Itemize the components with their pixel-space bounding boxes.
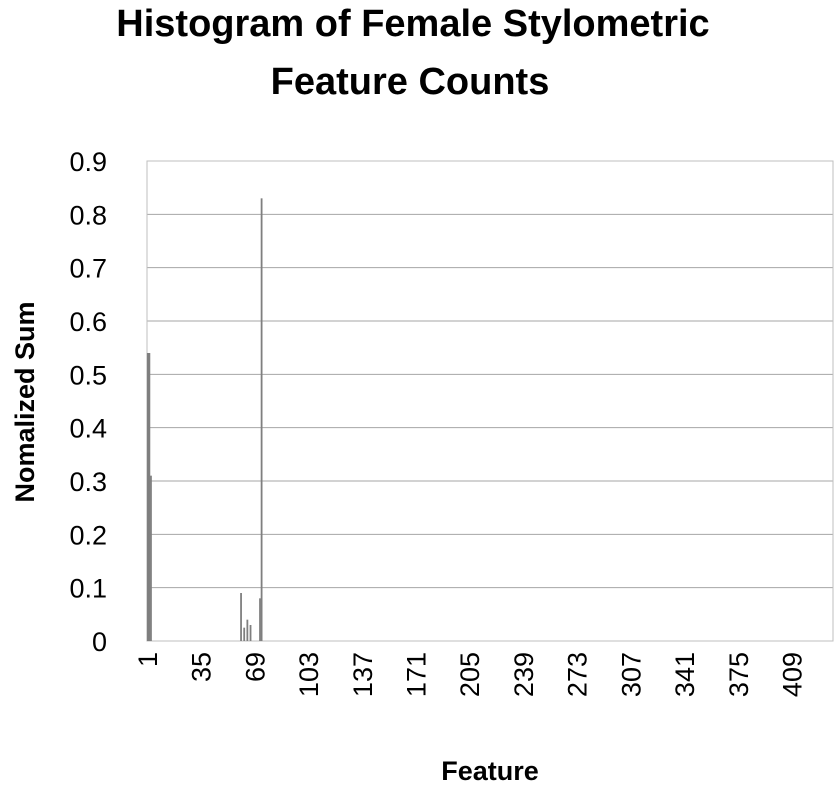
x-tick-label: 35 — [187, 652, 217, 682]
y-tick-label: 0.5 — [69, 360, 107, 390]
y-tick-label: 0.3 — [69, 467, 107, 497]
bar-feature-62 — [243, 627, 246, 641]
x-tick-label: 137 — [348, 652, 378, 697]
bar-feature-2 — [148, 353, 151, 641]
y-tick-label: 0.7 — [69, 254, 107, 284]
bar-feature-60 — [240, 593, 242, 641]
bar-feature-3 — [150, 475, 152, 641]
x-tick-label: 171 — [402, 652, 432, 697]
x-axis-title: Feature — [441, 756, 539, 786]
bar-feature-1 — [146, 353, 149, 641]
grid-lines — [147, 160, 833, 589]
y-axis-title: Nomalized Sum — [10, 301, 40, 502]
x-tick-label: 341 — [670, 652, 700, 697]
x-tick-label: 205 — [455, 652, 485, 697]
y-tick-label: 0.4 — [69, 414, 107, 444]
x-tick-label: 409 — [778, 652, 808, 697]
bar-feature-72 — [259, 598, 261, 641]
y-tick-label: 0.6 — [69, 307, 107, 337]
y-axis-ticks: 0 0.1 0.2 0.3 0.4 0.5 0.6 0.7 0.8 0.9 — [69, 147, 107, 657]
x-axis-ticks: 1 35 69 103 137 171 205 239 273 307 341 375 409 — [133, 652, 808, 697]
x-tick-label: 273 — [563, 652, 593, 697]
y-tick-label: 0.9 — [69, 147, 107, 177]
bar-feature-66 — [249, 625, 252, 641]
bar-series — [146, 198, 263, 642]
x-tick-label: 1 — [133, 652, 163, 667]
bar-feature-64 — [246, 619, 249, 641]
x-tick-label: 307 — [616, 652, 646, 697]
y-tick-label: 0.1 — [69, 574, 107, 604]
x-tick-label: 69 — [240, 652, 270, 682]
y-tick-label: 0.2 — [69, 520, 107, 550]
x-tick-label: 375 — [724, 652, 754, 697]
x-tick-label: 239 — [509, 652, 539, 697]
x-tick-label: 103 — [294, 652, 324, 697]
bar-feature-73 — [260, 198, 263, 642]
plot-area — [146, 160, 834, 642]
y-tick-label: 0.8 — [69, 200, 107, 230]
y-tick-label: 0 — [92, 627, 107, 657]
chart-title-line-2: Feature Counts — [271, 61, 550, 103]
chart-title-line-1: Histogram of Female Stylometric — [116, 3, 709, 45]
